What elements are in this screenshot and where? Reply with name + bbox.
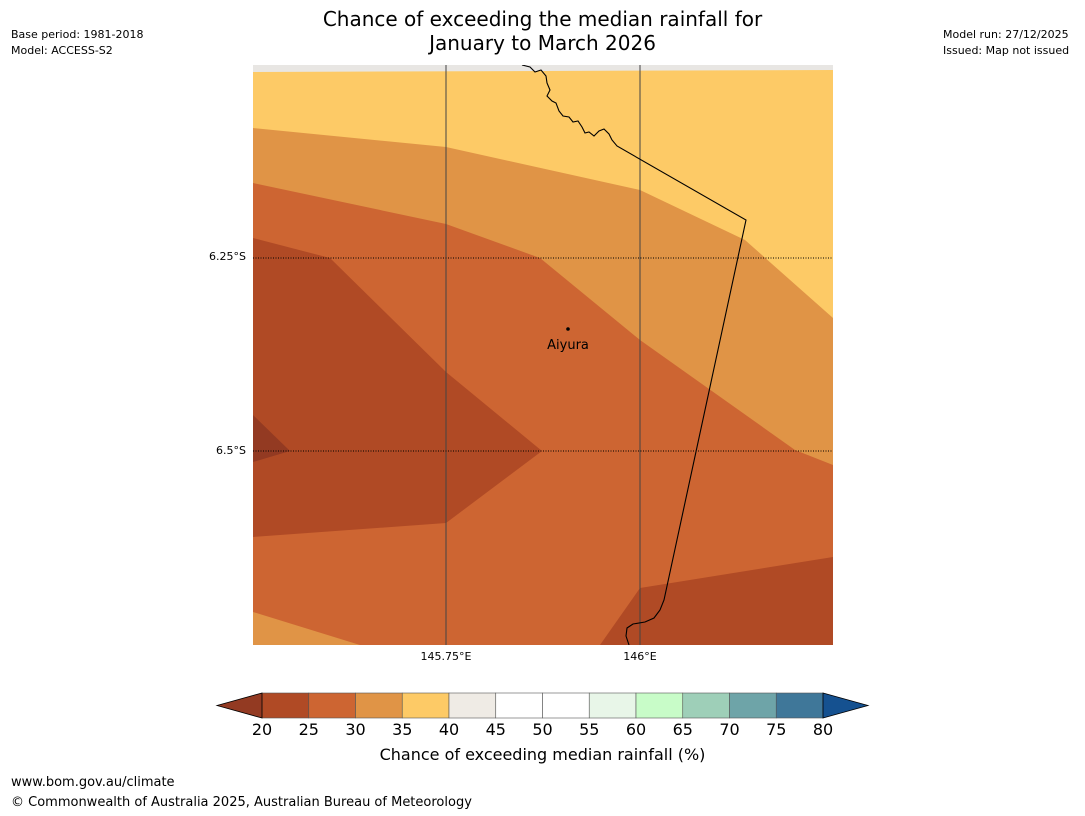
aiyura-label: Aiyura bbox=[547, 338, 589, 353]
colorbar-tick-label: 50 bbox=[532, 720, 553, 739]
zone-below-20 bbox=[253, 415, 290, 462]
forecast-layer bbox=[253, 65, 833, 645]
chart-title: Chance of exceeding the median rainfall … bbox=[250, 7, 835, 55]
footer-copyright: © Commonwealth of Australia 2025, Austra… bbox=[11, 795, 472, 810]
zone-40-45 bbox=[253, 65, 833, 72]
colorbar-tick-label: 40 bbox=[438, 720, 460, 739]
zone-20-25-west bbox=[253, 238, 542, 537]
meta-right: Model run: 27/12/2025 Issued: Map not is… bbox=[943, 27, 1069, 59]
model-text: Model: ACCESS-S2 bbox=[11, 44, 113, 57]
colorbar-tick-label: 70 bbox=[719, 720, 740, 739]
colorbar-tick-label: 20 bbox=[251, 720, 273, 739]
colorbar-segment bbox=[355, 692, 403, 719]
colorbar-tick-label: 75 bbox=[766, 720, 787, 739]
base-period-text: Base period: 1981-2018 bbox=[11, 28, 144, 41]
colorbar-segment bbox=[495, 692, 543, 719]
colorbar-under-arrow bbox=[215, 692, 263, 719]
colorbar-segment bbox=[308, 692, 356, 719]
colorbar-segment bbox=[448, 692, 497, 719]
zone-30-35-southwest bbox=[253, 612, 360, 645]
lon-label-145-75: 145.75°E bbox=[420, 650, 472, 663]
colorbar-tick-label: 80 bbox=[812, 720, 834, 739]
lon-label-146: 146°E bbox=[623, 650, 657, 663]
colorbar-segment bbox=[588, 692, 637, 719]
colorbar-tick-label: 35 bbox=[392, 720, 413, 739]
title-line-1: Chance of exceeding the median rainfall … bbox=[322, 7, 763, 31]
lat-label-6-5: 6.5°S bbox=[216, 444, 246, 457]
colorbar-segment bbox=[729, 692, 777, 719]
colorbar-segment bbox=[261, 692, 310, 719]
colorbar-tick-label: 25 bbox=[298, 720, 319, 739]
zone-35-40 bbox=[253, 65, 833, 318]
model-run-text: Model run: 27/12/2025 bbox=[943, 28, 1069, 41]
zone-20-25-southeast bbox=[600, 557, 833, 645]
colorbar-segment bbox=[775, 692, 824, 719]
aiyura-marker[interactable] bbox=[566, 327, 570, 331]
colorbar-over-arrow bbox=[822, 692, 870, 719]
colorbar-segment bbox=[542, 692, 590, 719]
footer-url[interactable]: www.bom.gov.au/climate bbox=[11, 775, 175, 790]
colorbar-tick-label: 30 bbox=[345, 720, 366, 739]
colorbar-tick-label: 65 bbox=[672, 720, 693, 739]
colorbar-tick-label: 45 bbox=[485, 720, 506, 739]
colorbar-segment bbox=[635, 692, 684, 719]
colorbar-tick-label: 60 bbox=[625, 720, 647, 739]
map[interactable]: Aiyura bbox=[0, 0, 1085, 690]
colorbar-segment bbox=[401, 692, 450, 719]
colorbar-tick-label: 55 bbox=[579, 720, 600, 739]
colorbar-segment bbox=[682, 692, 730, 719]
lat-label-6-25: 6.25°S bbox=[209, 250, 246, 263]
title-line-2: January to March 2026 bbox=[429, 31, 656, 55]
meta-left: Base period: 1981-2018 Model: ACCESS-S2 bbox=[11, 27, 143, 59]
colorbar-label: Chance of exceeding median rainfall (%) bbox=[379, 745, 706, 764]
issued-text: Issued: Map not issued bbox=[943, 44, 1070, 57]
province-border bbox=[521, 65, 747, 645]
